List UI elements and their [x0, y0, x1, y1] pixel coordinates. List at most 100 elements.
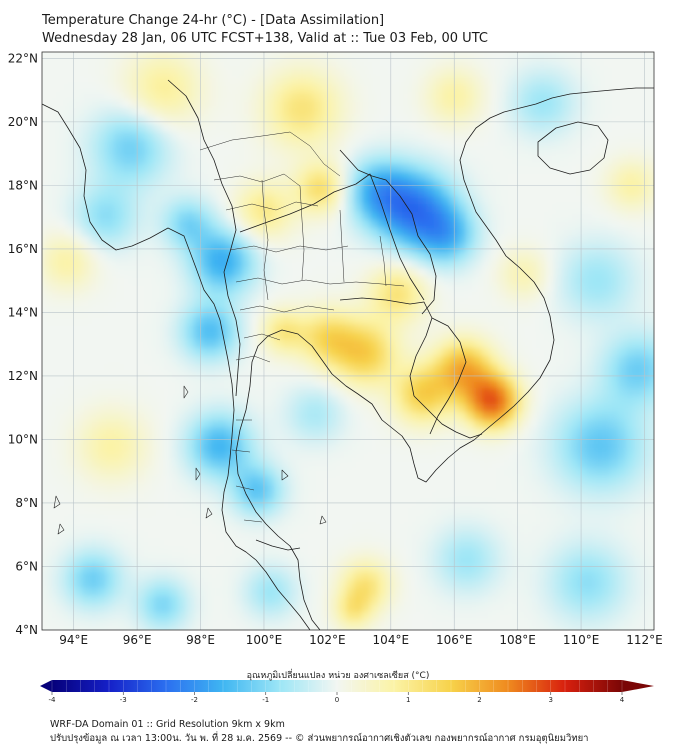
field-cell: [618, 260, 627, 269]
field-cell: [370, 420, 379, 429]
field-cell: [226, 172, 235, 181]
field-cell: [610, 76, 619, 85]
field-cell: [650, 164, 654, 173]
field-cell: [370, 124, 379, 133]
field-cell: [130, 220, 139, 229]
field-cell: [122, 196, 131, 205]
field-cell: [354, 524, 363, 533]
field-cell: [442, 220, 451, 229]
field-cell: [282, 260, 291, 269]
field-cell: [514, 500, 523, 509]
field-cell: [106, 460, 115, 469]
field-cell: [66, 564, 75, 573]
field-cell: [370, 196, 379, 205]
field-cell: [322, 476, 331, 485]
field-cell: [602, 228, 611, 237]
field-cell: [82, 252, 91, 261]
field-cell: [346, 476, 355, 485]
field-cell: [346, 92, 355, 101]
field-cell: [210, 148, 219, 157]
field-cell: [74, 420, 83, 429]
field-cell: [370, 100, 379, 109]
field-cell: [490, 68, 499, 77]
field-cell: [482, 388, 491, 397]
field-cell: [338, 212, 347, 221]
field-cell: [322, 244, 331, 253]
field-cell: [226, 492, 235, 501]
field-cell: [290, 516, 299, 525]
field-cell: [298, 484, 307, 493]
field-cell: [50, 420, 59, 429]
field-cell: [66, 140, 75, 149]
field-cell: [402, 188, 411, 197]
field-cell: [138, 204, 147, 213]
field-cell: [90, 100, 99, 109]
field-cell: [626, 196, 635, 205]
field-cell: [242, 84, 251, 93]
field-cell: [578, 396, 587, 405]
field-cell: [242, 148, 251, 157]
field-cell: [442, 148, 451, 157]
field-cell: [202, 148, 211, 157]
field-cell: [210, 100, 219, 109]
field-cell: [586, 516, 595, 525]
field-cell: [570, 412, 579, 421]
field-cell: [610, 524, 619, 533]
field-cell: [474, 460, 483, 469]
field-cell: [362, 156, 371, 165]
field-cell: [586, 380, 595, 389]
field-cell: [146, 156, 155, 165]
field-cell: [602, 140, 611, 149]
field-cell: [194, 252, 203, 261]
field-cell: [554, 52, 563, 61]
field-cell: [114, 436, 123, 445]
field-cell: [530, 284, 539, 293]
field-cell: [394, 140, 403, 149]
field-cell: [138, 228, 147, 237]
field-cell: [282, 292, 291, 301]
field-cell: [546, 276, 555, 285]
field-cell: [378, 252, 387, 261]
field-cell: [98, 500, 107, 509]
field-cell: [298, 468, 307, 477]
field-cell: [650, 484, 654, 493]
field-cell: [42, 156, 51, 165]
field-cell: [74, 316, 83, 325]
field-cell: [570, 124, 579, 133]
field-cell: [634, 556, 643, 565]
field-cell: [282, 372, 291, 381]
field-cell: [626, 348, 635, 357]
field-cell: [258, 412, 267, 421]
field-cell: [434, 348, 443, 357]
field-cell: [250, 276, 259, 285]
field-cell: [634, 180, 643, 189]
field-cell: [482, 564, 491, 573]
field-cell: [386, 428, 395, 437]
field-cell: [458, 508, 467, 517]
field-cell: [426, 60, 435, 69]
field-cell: [482, 148, 491, 157]
field-cell: [402, 292, 411, 301]
field-cell: [338, 476, 347, 485]
field-cell: [594, 428, 603, 437]
field-cell: [402, 380, 411, 389]
field-cell: [338, 380, 347, 389]
field-cell: [634, 156, 643, 165]
field-cell: [610, 508, 619, 517]
field-cell: [394, 92, 403, 101]
field-cell: [314, 92, 323, 101]
field-cell: [490, 244, 499, 253]
field-cell: [426, 500, 435, 509]
field-cell: [642, 76, 651, 85]
field-cell: [402, 108, 411, 117]
field-cell: [122, 188, 131, 197]
field-cell: [330, 268, 339, 277]
field-cell: [418, 332, 427, 341]
field-cell: [218, 108, 227, 117]
field-cell: [138, 132, 147, 141]
field-cell: [442, 204, 451, 213]
field-cell: [138, 500, 147, 509]
field-cell: [578, 332, 587, 341]
field-cell: [186, 508, 195, 517]
field-cell: [90, 332, 99, 341]
